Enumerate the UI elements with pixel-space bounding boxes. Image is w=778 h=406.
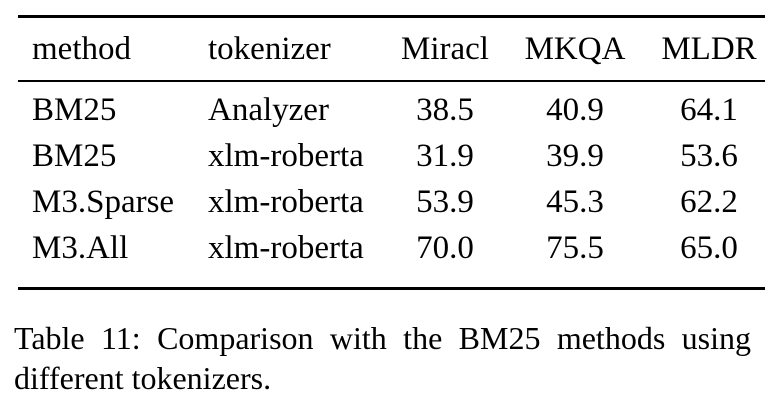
- cell-mkqa: 45.3: [546, 183, 604, 220]
- table-row: BM25 xlm-roberta 31.9 39.9 53.6: [18, 133, 765, 179]
- cell-method: M3.Sparse: [32, 183, 175, 220]
- cell-mkqa: 39.9: [546, 137, 604, 174]
- caption-line-2: different tokenizers.: [14, 360, 272, 396]
- cell-tokenizer: xlm-roberta: [208, 183, 364, 220]
- cell-tokenizer: xlm-roberta: [208, 137, 364, 174]
- table-caption: Table 11: Comparison with the BM25 metho…: [14, 318, 751, 398]
- cell-method: M3.All: [32, 229, 129, 266]
- cell-miracl: 70.0: [416, 229, 474, 266]
- cell-mkqa: 40.9: [546, 91, 604, 128]
- table-rule-mid: [18, 80, 765, 82]
- column-header-mkqa: MKQA: [524, 30, 626, 67]
- cell-mldr: 65.0: [680, 229, 738, 266]
- column-header-method: method: [32, 30, 131, 67]
- cell-mldr: 62.2: [680, 183, 738, 220]
- cell-mkqa: 75.5: [546, 229, 604, 266]
- cell-method: BM25: [32, 91, 117, 128]
- table-body: BM25 Analyzer 38.5 40.9 64.1 BM25 xlm-ro…: [18, 82, 765, 287]
- table-rule-top: [18, 15, 765, 18]
- table-row: M3.All xlm-roberta 70.0 75.5 65.0: [18, 225, 765, 271]
- cell-tokenizer: Analyzer: [208, 91, 329, 128]
- column-header-mldr: MLDR: [661, 30, 757, 67]
- column-header-miracl: Miracl: [401, 30, 489, 67]
- cell-mldr: 53.6: [680, 137, 738, 174]
- cell-mldr: 64.1: [680, 91, 738, 128]
- table-rule-bottom: [18, 287, 765, 290]
- cell-miracl: 38.5: [416, 91, 474, 128]
- comparison-table: method tokenizer Miracl MKQA MLDR BM25 A…: [18, 15, 765, 290]
- cell-miracl: 53.9: [416, 183, 474, 220]
- cell-tokenizer: xlm-roberta: [208, 229, 364, 266]
- column-header-tokenizer: tokenizer: [208, 30, 331, 67]
- caption-line-1: Table 11: Comparison with the BM25 metho…: [14, 320, 751, 356]
- cell-miracl: 31.9: [416, 137, 474, 174]
- table-header-row: method tokenizer Miracl MKQA MLDR: [18, 18, 765, 80]
- table-row: BM25 Analyzer 38.5 40.9 64.1: [18, 87, 765, 133]
- table-row: M3.Sparse xlm-roberta 53.9 45.3 62.2: [18, 179, 765, 225]
- cell-method: BM25: [32, 137, 117, 174]
